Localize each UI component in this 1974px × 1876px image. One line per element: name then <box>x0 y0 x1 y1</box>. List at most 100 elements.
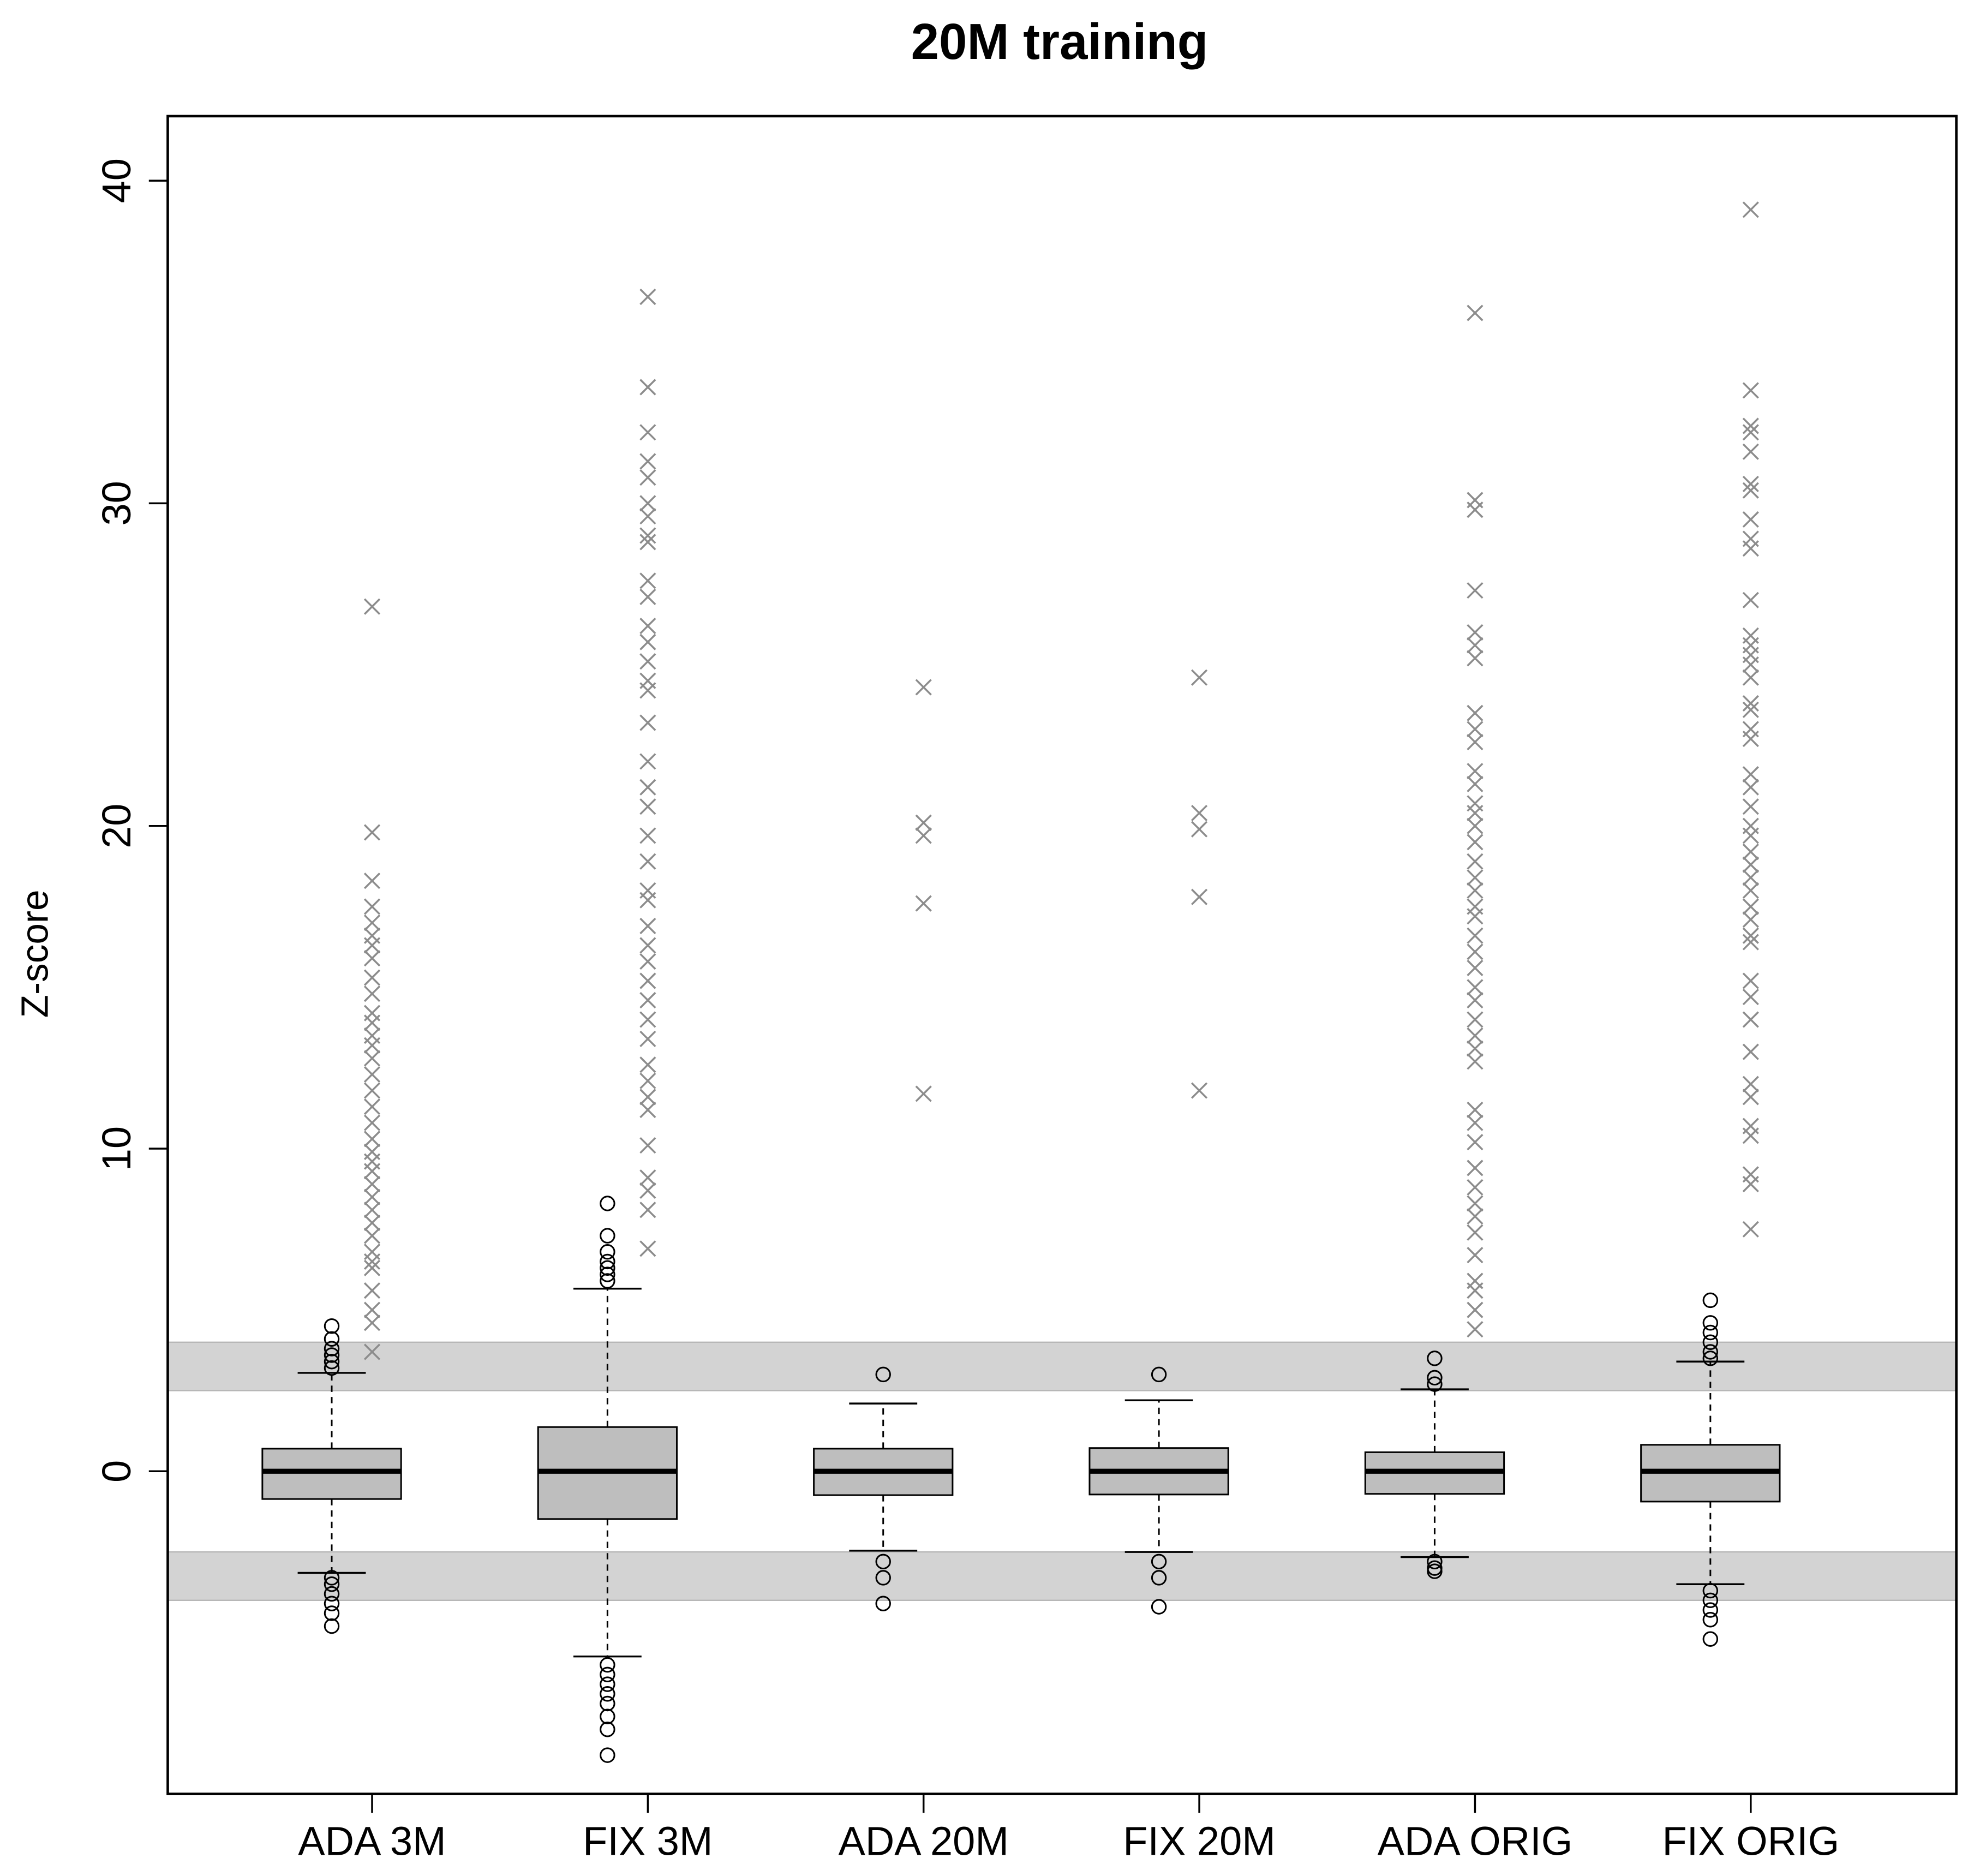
cross-point <box>363 1175 381 1193</box>
y-tick-label: 0 <box>94 1460 139 1483</box>
outlier <box>600 1722 615 1737</box>
outlier <box>1702 1612 1719 1628</box>
outlier <box>324 1360 340 1376</box>
cross-point <box>639 753 656 770</box>
cross-point <box>639 379 656 396</box>
cross-point <box>363 1282 381 1299</box>
cross-point <box>1467 1027 1484 1044</box>
outlier <box>324 1605 340 1621</box>
cross-point <box>1467 927 1484 944</box>
cross-point <box>1742 417 1759 434</box>
cross-point <box>639 1072 656 1089</box>
cross-point <box>363 873 381 889</box>
outlier <box>600 1273 615 1289</box>
cross-point <box>1467 1040 1484 1057</box>
x-tick-label: ADA 3M <box>298 1819 446 1864</box>
cross-point <box>363 1315 381 1331</box>
cross-point <box>1467 1282 1484 1299</box>
cross-point <box>639 1202 656 1218</box>
cross-point <box>1742 701 1759 718</box>
cross-point <box>639 991 656 1009</box>
cross-point <box>639 1240 656 1257</box>
outlier <box>324 1596 340 1611</box>
cross-point <box>1742 540 1759 557</box>
cross-point <box>1191 669 1208 686</box>
cross-point <box>639 972 656 989</box>
cross-point <box>639 953 656 970</box>
cross-point <box>1742 592 1759 608</box>
cross-point <box>639 1169 656 1186</box>
cross-point <box>1467 1321 1484 1338</box>
cross-point <box>1467 650 1484 667</box>
cross-point <box>1742 695 1759 712</box>
cross-point <box>1742 898 1759 915</box>
x-tick-label: FIX 3M <box>583 1819 713 1864</box>
outlier <box>600 1708 615 1724</box>
outlier <box>324 1586 340 1602</box>
cross-point <box>639 288 656 306</box>
outlier <box>1151 1366 1167 1383</box>
cross-point <box>1742 972 1759 989</box>
cross-point <box>1742 201 1759 218</box>
outlier <box>1702 1582 1719 1599</box>
outlier <box>600 1657 615 1673</box>
y-tick-label: 10 <box>94 1126 139 1171</box>
outlier <box>324 1318 340 1334</box>
cross-point <box>1742 1076 1759 1092</box>
outlier <box>324 1570 340 1586</box>
cross-point <box>1467 501 1484 518</box>
outlier <box>1427 1563 1443 1579</box>
cross-point <box>1742 382 1759 399</box>
cross-point <box>363 1188 381 1205</box>
cross-point <box>639 853 656 870</box>
cross-point <box>363 898 381 915</box>
cross-point <box>1742 869 1759 886</box>
cross-point <box>1742 669 1759 686</box>
cross-point <box>639 527 656 544</box>
cross-point <box>363 1214 381 1232</box>
cross-point <box>363 1037 381 1054</box>
cross-point <box>1467 304 1484 321</box>
cross-point <box>1742 656 1759 673</box>
cross-point <box>1742 482 1759 499</box>
cross-point <box>363 1253 381 1270</box>
cross-point <box>1742 911 1759 928</box>
cross-point <box>363 914 381 931</box>
cross-point <box>1467 834 1484 851</box>
cross-point <box>639 917 656 935</box>
cross-point <box>639 653 656 670</box>
cross-point <box>639 617 656 635</box>
cross-point <box>639 588 656 605</box>
cross-point <box>363 1082 381 1099</box>
cross-point <box>639 827 656 844</box>
outlier <box>1702 1324 1719 1341</box>
cross-point <box>1467 979 1484 996</box>
cross-point <box>639 495 656 512</box>
cross-point <box>639 1089 656 1106</box>
cross-point <box>915 827 932 844</box>
threshold-band <box>167 1551 1957 1601</box>
outlier <box>600 1196 615 1211</box>
cross-point <box>1742 934 1759 951</box>
threshold-band <box>167 1341 1957 1391</box>
cross-point <box>1467 1247 1484 1264</box>
cross-point <box>1467 1114 1484 1131</box>
cross-point <box>1467 991 1484 1009</box>
outlier <box>600 1695 615 1712</box>
cross-point <box>363 1131 381 1148</box>
cross-point <box>363 1227 381 1244</box>
x-tick-label: ADA ORIG <box>1378 1819 1573 1864</box>
cross-point <box>639 682 656 699</box>
cross-point <box>363 1114 381 1131</box>
cross-point <box>639 714 656 731</box>
cross-point <box>639 892 656 909</box>
cross-point <box>363 1050 381 1067</box>
cross-point <box>363 1066 381 1083</box>
cross-point <box>363 950 381 967</box>
cross-point <box>1467 1224 1484 1241</box>
outlier <box>324 1576 340 1592</box>
cross-point <box>1191 888 1208 905</box>
cross-point <box>1742 766 1759 783</box>
plot-frame <box>166 115 1958 1795</box>
y-tick-label: 20 <box>94 804 139 849</box>
